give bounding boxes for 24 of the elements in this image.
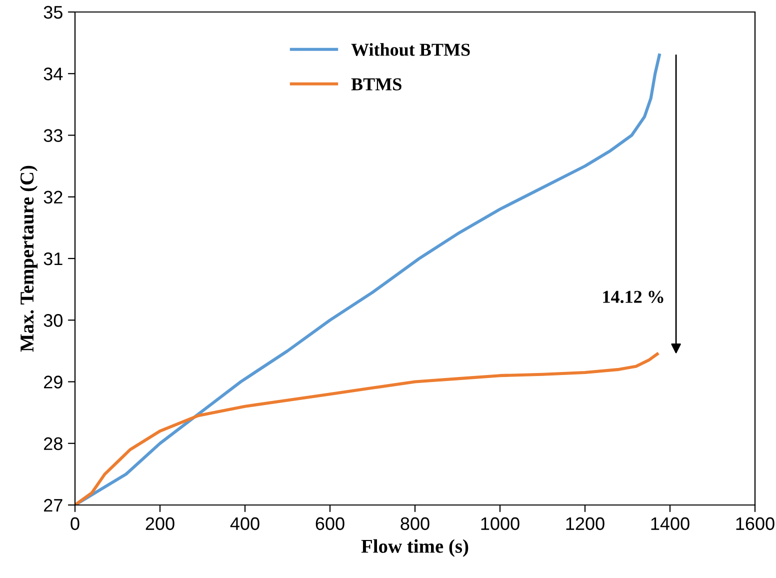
x-tick-label: 1600: [736, 517, 774, 530]
y-axis-title: Max. Tempertaure (C): [20, 166, 38, 352]
x-tick-label: 0: [70, 517, 80, 530]
x-tick-label: 800: [400, 517, 430, 530]
line-series: [75, 352, 659, 505]
y-tick-label: 29: [44, 376, 62, 388]
legend-label: Without BTMS: [351, 43, 470, 56]
annotation: 14.12 %: [603, 290, 664, 304]
y-tick-label: 27: [44, 498, 62, 512]
y-tick-label: 33: [44, 129, 62, 142]
x-axis-title: Flow time (s): [361, 539, 468, 557]
legend-label: BTMS: [351, 78, 402, 90]
x-tick-label: 200: [146, 517, 174, 530]
x-tick-label: 1400: [651, 517, 690, 530]
y-tick-label: 34: [44, 68, 63, 80]
y-tick-label: 28: [44, 437, 62, 450]
y-tick-label: 30: [44, 314, 62, 327]
y-tick-label: 32: [44, 190, 62, 204]
x-tick-label: 1000: [481, 517, 520, 530]
y-tick-label: 31: [44, 252, 62, 266]
x-tick-label: 400: [230, 517, 260, 530]
y-tick-label: 35: [44, 6, 62, 19]
x-tick-label: 1200: [566, 517, 604, 530]
x-tick-label: 600: [316, 517, 344, 530]
